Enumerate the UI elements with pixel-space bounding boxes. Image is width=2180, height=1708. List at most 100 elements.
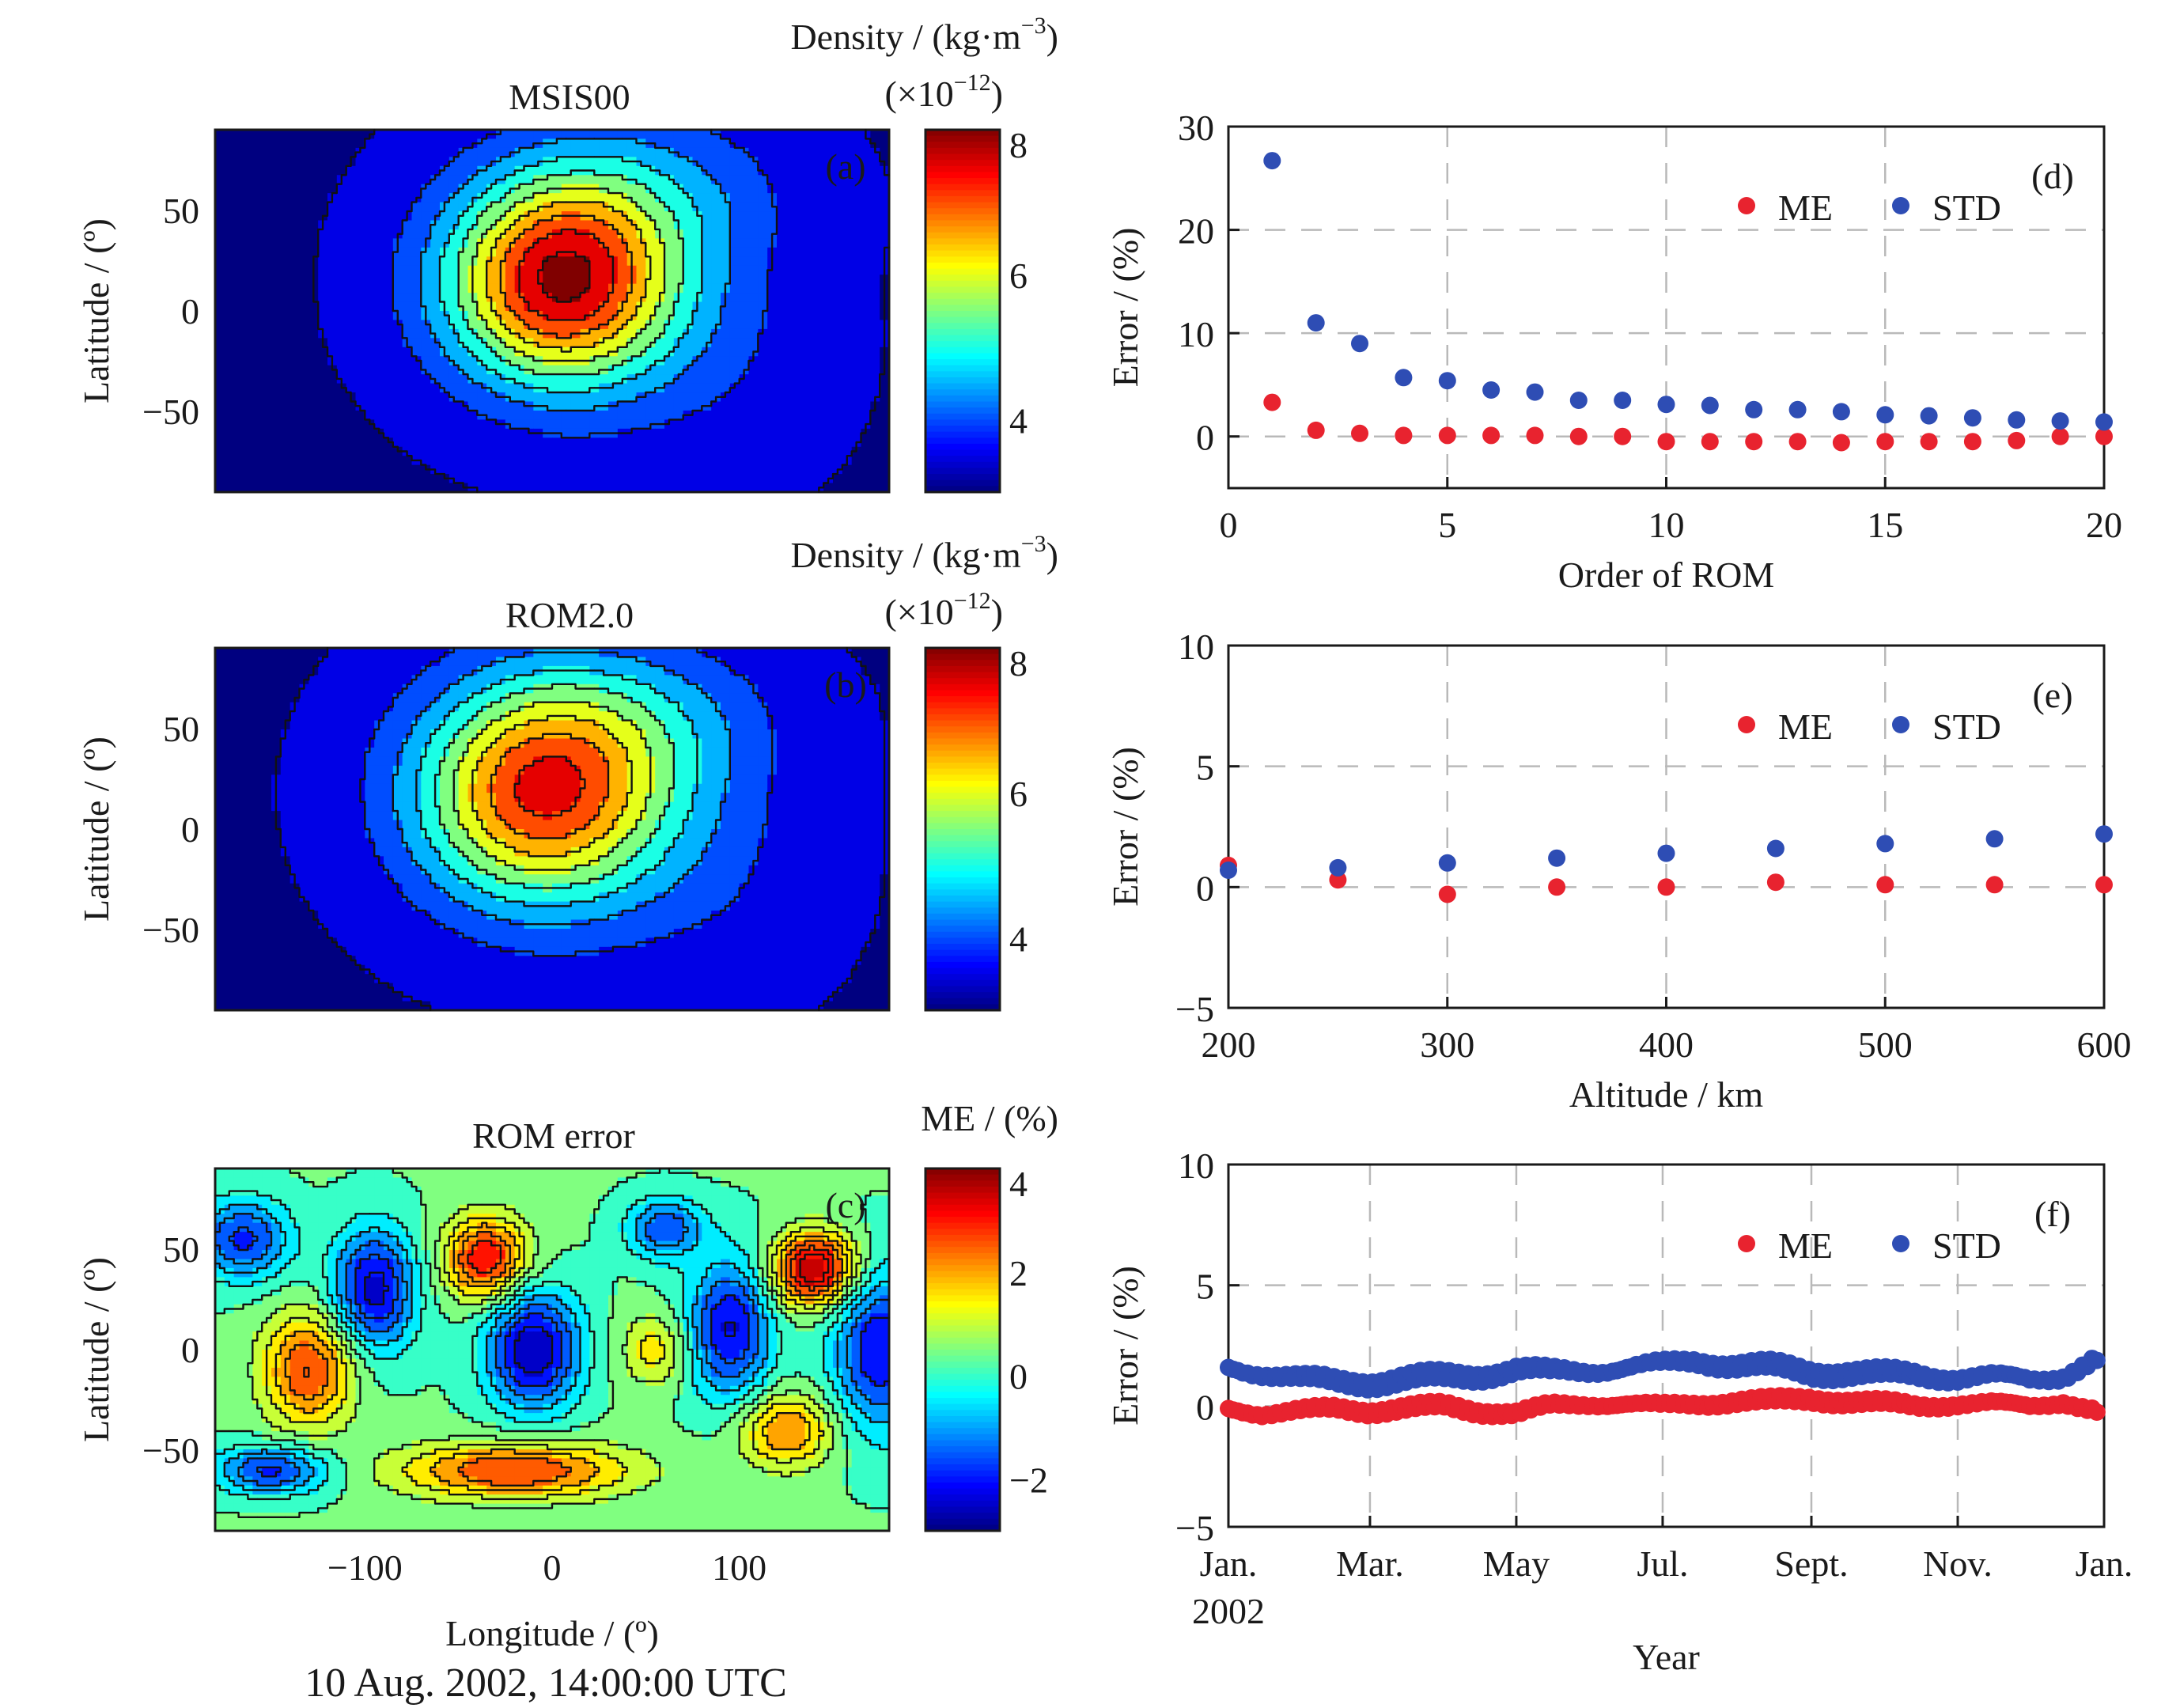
heatmap-cell	[524, 311, 534, 321]
heatmap-cell	[299, 820, 309, 830]
heatmap-cell	[589, 693, 600, 703]
heatmap-cell	[346, 328, 357, 339]
heatmap-cell	[561, 774, 572, 785]
heatmap-cell	[711, 211, 721, 222]
heatmap-cell	[477, 892, 487, 903]
heatmap-cell	[458, 437, 469, 448]
heatmap-cell	[552, 320, 562, 330]
heatmap-cell	[814, 220, 824, 230]
heatmap-cell	[514, 874, 525, 884]
heatmap-cell	[374, 347, 384, 357]
heatmap-cell	[599, 275, 609, 285]
heatmap-cell	[655, 374, 665, 384]
heatmap-cell	[477, 693, 487, 703]
heatmap-cell	[580, 483, 590, 493]
heatmap-cell	[823, 419, 834, 430]
heatmap-cell	[814, 829, 824, 839]
heatmap-cell	[299, 865, 309, 875]
heatmap-cell	[411, 829, 422, 839]
heatmap-cell	[280, 275, 291, 285]
heatmap-cell	[580, 720, 590, 730]
heatmap-cell	[299, 783, 309, 793]
heatmap-cell	[748, 657, 759, 667]
heatmap-cell	[505, 265, 516, 275]
heatmap-cell	[823, 865, 834, 875]
heatmap-cell	[215, 702, 225, 712]
heatmap-cell	[524, 175, 534, 185]
heatmap-cell	[851, 157, 862, 167]
heatmap-cell	[580, 747, 590, 757]
heatmap-cell	[299, 774, 309, 785]
heatmap-cell	[758, 684, 768, 694]
heatmap-cell	[870, 211, 880, 222]
heatmap-cell	[384, 328, 394, 339]
heatmap-cell	[851, 838, 862, 848]
heatmap-cell	[608, 392, 619, 403]
heatmap-cell	[580, 347, 590, 357]
heatmap-cell	[327, 157, 338, 167]
heatmap-cell	[636, 338, 646, 348]
heatmap-cell	[785, 202, 797, 212]
heatmap-cell	[683, 892, 694, 903]
heatmap-cell	[655, 157, 665, 167]
heatmap-cell	[664, 383, 675, 393]
heatmap-cell	[430, 401, 441, 411]
heatmap-cell	[496, 401, 506, 411]
heatmap-cell	[823, 147, 834, 157]
heatmap-cell	[552, 774, 562, 785]
heatmap-cell	[823, 829, 834, 839]
heatmap-cell	[795, 801, 806, 812]
heatmap-cell	[365, 147, 375, 157]
heatmap-cell	[336, 657, 347, 667]
heatmap-cell	[327, 256, 338, 267]
heatmap-cell	[271, 147, 282, 157]
heatmap-cell	[748, 184, 759, 194]
heatmap-cell	[785, 874, 797, 884]
heatmap-cell	[224, 711, 235, 721]
heatmap-cell	[486, 338, 497, 348]
heatmap-cell	[561, 693, 572, 703]
heatmap-cell	[702, 365, 712, 375]
heatmap-cell	[636, 856, 646, 866]
heatmap-cell	[411, 392, 422, 403]
heatmap-cell	[767, 283, 778, 294]
heatmap-cell	[533, 657, 543, 667]
heatmap-cell	[880, 648, 890, 658]
heatmap-cell	[374, 220, 384, 230]
heatmap-cell	[692, 675, 702, 685]
heatmap-cell	[543, 265, 553, 275]
heatmap-cell	[318, 265, 328, 275]
heatmap-cell	[327, 301, 338, 312]
heatmap-cell	[215, 774, 225, 785]
heatmap-cell	[346, 437, 357, 448]
heatmap-cell	[486, 756, 497, 767]
heatmap-cell	[318, 874, 328, 884]
heatmap-cell	[673, 820, 684, 830]
heatmap-cell	[626, 711, 638, 721]
heatmap-cell	[673, 892, 684, 903]
heatmap-cell	[374, 693, 384, 703]
heatmap-cell	[580, 765, 590, 775]
heatmap-cell	[729, 846, 740, 857]
heatmap-cell	[842, 293, 853, 303]
heatmap-cell	[346, 165, 357, 176]
heatmap-cell	[861, 729, 871, 740]
heatmap-cell	[365, 311, 375, 321]
heatmap-cell	[448, 275, 460, 285]
heatmap-cell	[355, 410, 365, 420]
heatmap-cell	[739, 820, 750, 830]
heatmap-cell	[327, 238, 338, 248]
heatmap-cell	[421, 338, 431, 348]
heatmap-cell	[683, 856, 694, 866]
heatmap-cell	[683, 874, 694, 884]
heatmap-cell	[215, 483, 225, 493]
heatmap-cell	[327, 428, 338, 438]
heatmap-cell	[814, 356, 824, 366]
heatmap-cell	[318, 865, 328, 875]
heatmap-cell	[683, 293, 694, 303]
heatmap-cell	[252, 193, 263, 203]
heatmap-cell	[374, 765, 384, 775]
heatmap-cell	[851, 856, 862, 866]
heatmap-cell	[655, 648, 665, 658]
heatmap-cell	[767, 410, 778, 420]
